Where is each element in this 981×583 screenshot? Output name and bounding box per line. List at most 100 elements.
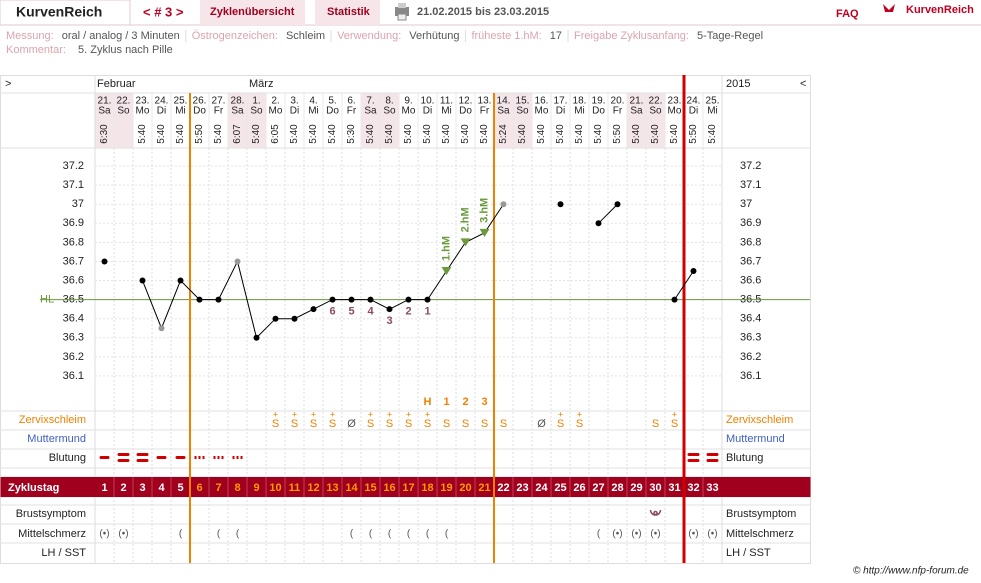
temperature-point — [291, 315, 298, 322]
date: 15. — [516, 96, 530, 107]
mittelschmerz: ( — [179, 529, 183, 540]
row-label-right: Zervixschleim — [726, 414, 793, 426]
weekday: Mi — [574, 106, 585, 117]
cycle-day: 20 — [459, 482, 471, 494]
y-tick-label: 36.1 — [63, 370, 84, 382]
y-tick-label-right: 36.8 — [740, 236, 761, 248]
time: 5:40 — [137, 124, 148, 144]
info-label: Messung: — [6, 30, 54, 42]
tab[interactable] — [315, 0, 380, 25]
temperature-point — [441, 267, 452, 275]
month: März — [249, 78, 273, 90]
mucus-plus: + — [558, 409, 563, 419]
weekday: Fr — [480, 106, 490, 117]
time: 6:05 — [270, 124, 281, 144]
brand-icon — [883, 4, 895, 12]
mucus: S — [405, 418, 412, 430]
bleeding — [213, 456, 224, 459]
time: 5:40 — [536, 124, 547, 144]
mucus: S — [424, 418, 431, 430]
y-tick-label: 37.1 — [63, 179, 84, 191]
weekday: Mo — [668, 106, 682, 117]
bleeding — [99, 456, 110, 459]
time: 5:50 — [688, 124, 699, 144]
time: 5:40 — [403, 124, 414, 144]
cycle-day: 33 — [706, 482, 718, 494]
mittelschmerz: ( — [236, 529, 240, 540]
cycle-day: 29 — [630, 482, 642, 494]
y-tick-label-right: 36.6 — [740, 274, 761, 286]
y-tick-label: 36.4 — [63, 313, 84, 325]
row-label: Brustsymptom — [16, 508, 86, 520]
time: 5:40 — [631, 124, 642, 144]
y-tick-label-right: 36.9 — [740, 217, 761, 229]
time: 5:40 — [479, 124, 490, 144]
cycle-day: 16 — [383, 482, 395, 494]
copyright: © http://www.nfp-forum.de — [853, 566, 969, 577]
time: 5:40 — [555, 124, 566, 144]
date: 24. — [687, 96, 701, 107]
bleeding — [706, 453, 719, 462]
mittelschmerz: ( — [407, 529, 411, 540]
cycle-day: 3 — [139, 482, 145, 494]
tab-label[interactable]: Statistik — [327, 6, 371, 18]
temperature-point — [424, 296, 431, 303]
faq-link[interactable]: FAQ — [836, 8, 859, 20]
info-value: Verhütung — [409, 30, 459, 42]
tab-label[interactable]: Zyklenübersicht — [210, 6, 295, 18]
brand: KurvenReich — [906, 4, 974, 16]
weekday: Sa — [231, 106, 244, 117]
hm-label: 1.hM — [440, 236, 452, 261]
weekday: Fr — [613, 106, 623, 117]
date: 10. — [421, 96, 435, 107]
time: 5:40 — [156, 124, 167, 144]
date: 2. — [271, 96, 279, 107]
time: 5:40 — [327, 124, 338, 144]
temperature-point — [139, 277, 146, 284]
cycle-day: 8 — [234, 482, 240, 494]
y-tick-label: 36.7 — [63, 255, 84, 267]
cycle-day: 22 — [497, 482, 509, 494]
mittelschmerz: ( — [426, 529, 430, 540]
temperature-point — [310, 306, 317, 313]
cycle-day: 2 — [120, 482, 126, 494]
mucus: S — [652, 418, 659, 430]
print-icon[interactable] — [395, 3, 409, 21]
time: 5:40 — [422, 124, 433, 144]
row-label-right: Muttermund — [726, 433, 785, 445]
countdown-label: 5 — [348, 306, 354, 318]
mittelschmerz: (•) — [118, 529, 128, 540]
time: 5:40 — [517, 124, 528, 144]
time: 5:40 — [707, 124, 718, 144]
y-tick-label: 37 — [72, 198, 84, 210]
weekday: Di — [556, 106, 565, 117]
bleeding — [175, 456, 186, 459]
date: 14. — [497, 96, 511, 107]
row-label: LH / SST — [41, 547, 86, 559]
weekday: So — [516, 106, 529, 117]
mittelschmerz: ( — [369, 529, 373, 540]
y-tick-label-right: 36.7 — [740, 255, 761, 267]
weekday: Do — [459, 106, 472, 117]
countdown-label: 2 — [405, 306, 411, 318]
time: 5:40 — [441, 124, 452, 144]
mucus: S — [310, 418, 317, 430]
date: 4. — [309, 96, 317, 107]
weekday: Do — [592, 106, 605, 117]
weekday: Di — [689, 106, 698, 117]
weekday: Mo — [535, 106, 549, 117]
mucus: S — [329, 418, 336, 430]
mittelschmerz: (•) — [612, 529, 622, 540]
hm-label: 2.hM — [459, 207, 471, 232]
mucus-plus: + — [425, 409, 430, 419]
mucus: S — [671, 418, 678, 430]
cycle-nav[interactable]: < # 3 > — [143, 4, 184, 19]
bleeding — [117, 453, 130, 462]
cycle-day: 21 — [478, 482, 490, 494]
tab[interactable] — [200, 0, 305, 25]
temperature-point — [614, 201, 621, 208]
temperature-point — [348, 296, 355, 303]
mucus: S — [367, 418, 374, 430]
info-value: 5-Tage-Regel — [697, 30, 763, 42]
countdown-label: 3 — [386, 315, 392, 327]
